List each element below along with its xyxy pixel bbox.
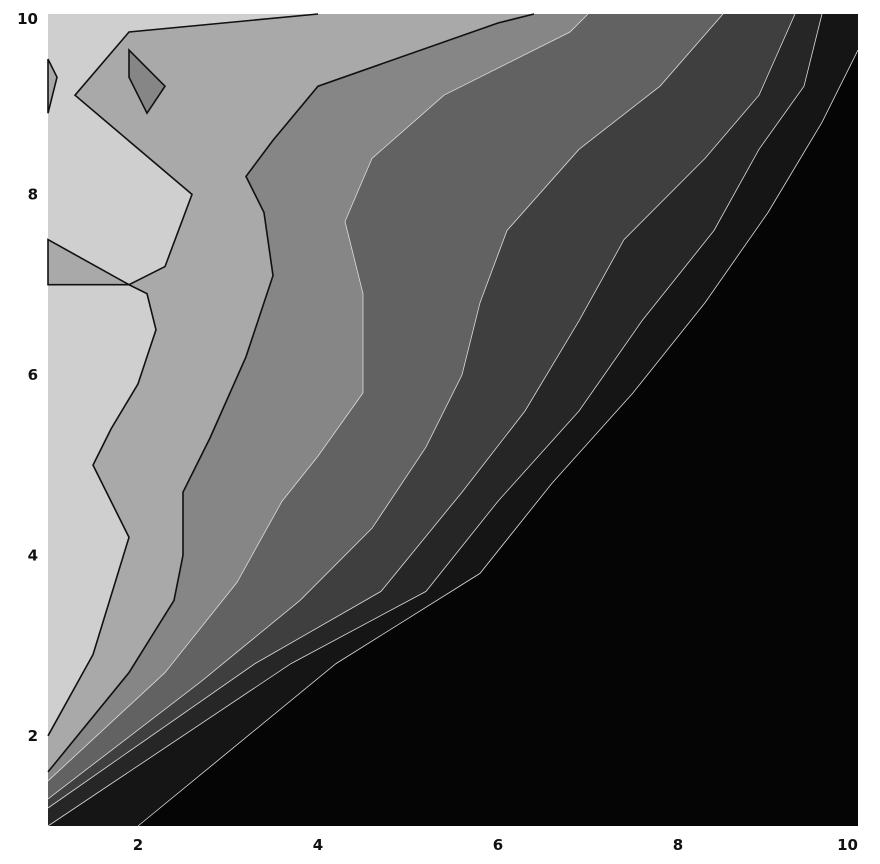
y-tick-label: 10 [17,10,38,28]
y-tick-label: 4 [28,546,38,564]
x-tick-label: 6 [493,836,503,854]
x-tick-label: 10 [837,836,858,854]
contour-line-4 [47,13,724,800]
contour-line-6 [47,13,823,827]
contour-line-3 [47,13,589,782]
contour-line-1 [47,13,319,737]
contour-line-5 [47,13,796,809]
contour-line-2 [47,13,535,773]
contour-line-7 [137,49,859,827]
contour-island-0 [128,48,167,115]
x-tick-label: 4 [313,836,323,854]
contour-fills [47,14,858,827]
y-tick-label: 8 [28,185,38,203]
contour-island-1 [47,238,133,286]
x-tick-label: 2 [133,836,143,854]
contour-band-7 [138,50,858,827]
contour-lines [47,13,859,827]
y-tick-label: 2 [28,727,38,745]
x-tick-labels: 2 4 6 8 10 [133,836,858,854]
x-tick-label: 8 [673,836,683,854]
y-tick-labels: 2 4 6 8 10 [17,10,38,745]
contour-island-2 [47,58,58,114]
y-tick-label: 6 [28,366,38,384]
